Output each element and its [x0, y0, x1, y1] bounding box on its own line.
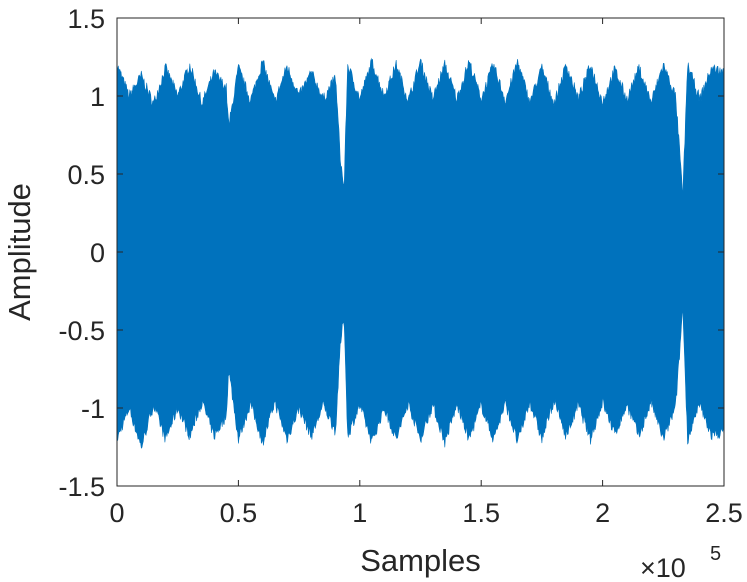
y-tick-label: 0	[90, 238, 105, 268]
x-axis-ticks: 0 0.5 1 1.5 2 2.5	[109, 18, 743, 528]
x-tick-label: 2	[595, 498, 610, 528]
y-tick-label: -1	[81, 394, 105, 424]
x-tick-label: 2.5	[705, 498, 743, 528]
y-tick-label: 1	[90, 82, 105, 112]
y-tick-label: 1.5	[67, 4, 105, 34]
plot-area	[116, 57, 725, 449]
x-tick-label: 1	[352, 498, 367, 528]
x-tick-label: 0.5	[220, 498, 258, 528]
x-axis-label: Samples	[360, 543, 481, 578]
x-tick-label: 0	[109, 498, 124, 528]
y-tick-label: 0.5	[67, 160, 105, 190]
y-axis-label: Amplitude	[2, 183, 37, 321]
y-tick-label: -1.5	[58, 472, 105, 502]
x-tick-label: 1.5	[462, 498, 500, 528]
signal-waveform	[116, 57, 725, 449]
y-axis-ticks: 1.5 1 0.5 0 -0.5 -1 -1.5	[58, 4, 724, 502]
x-axis-exponent-power: 5	[710, 543, 721, 565]
x-axis-exponent-base: ×10	[640, 553, 686, 582]
y-tick-label: -0.5	[58, 316, 105, 346]
